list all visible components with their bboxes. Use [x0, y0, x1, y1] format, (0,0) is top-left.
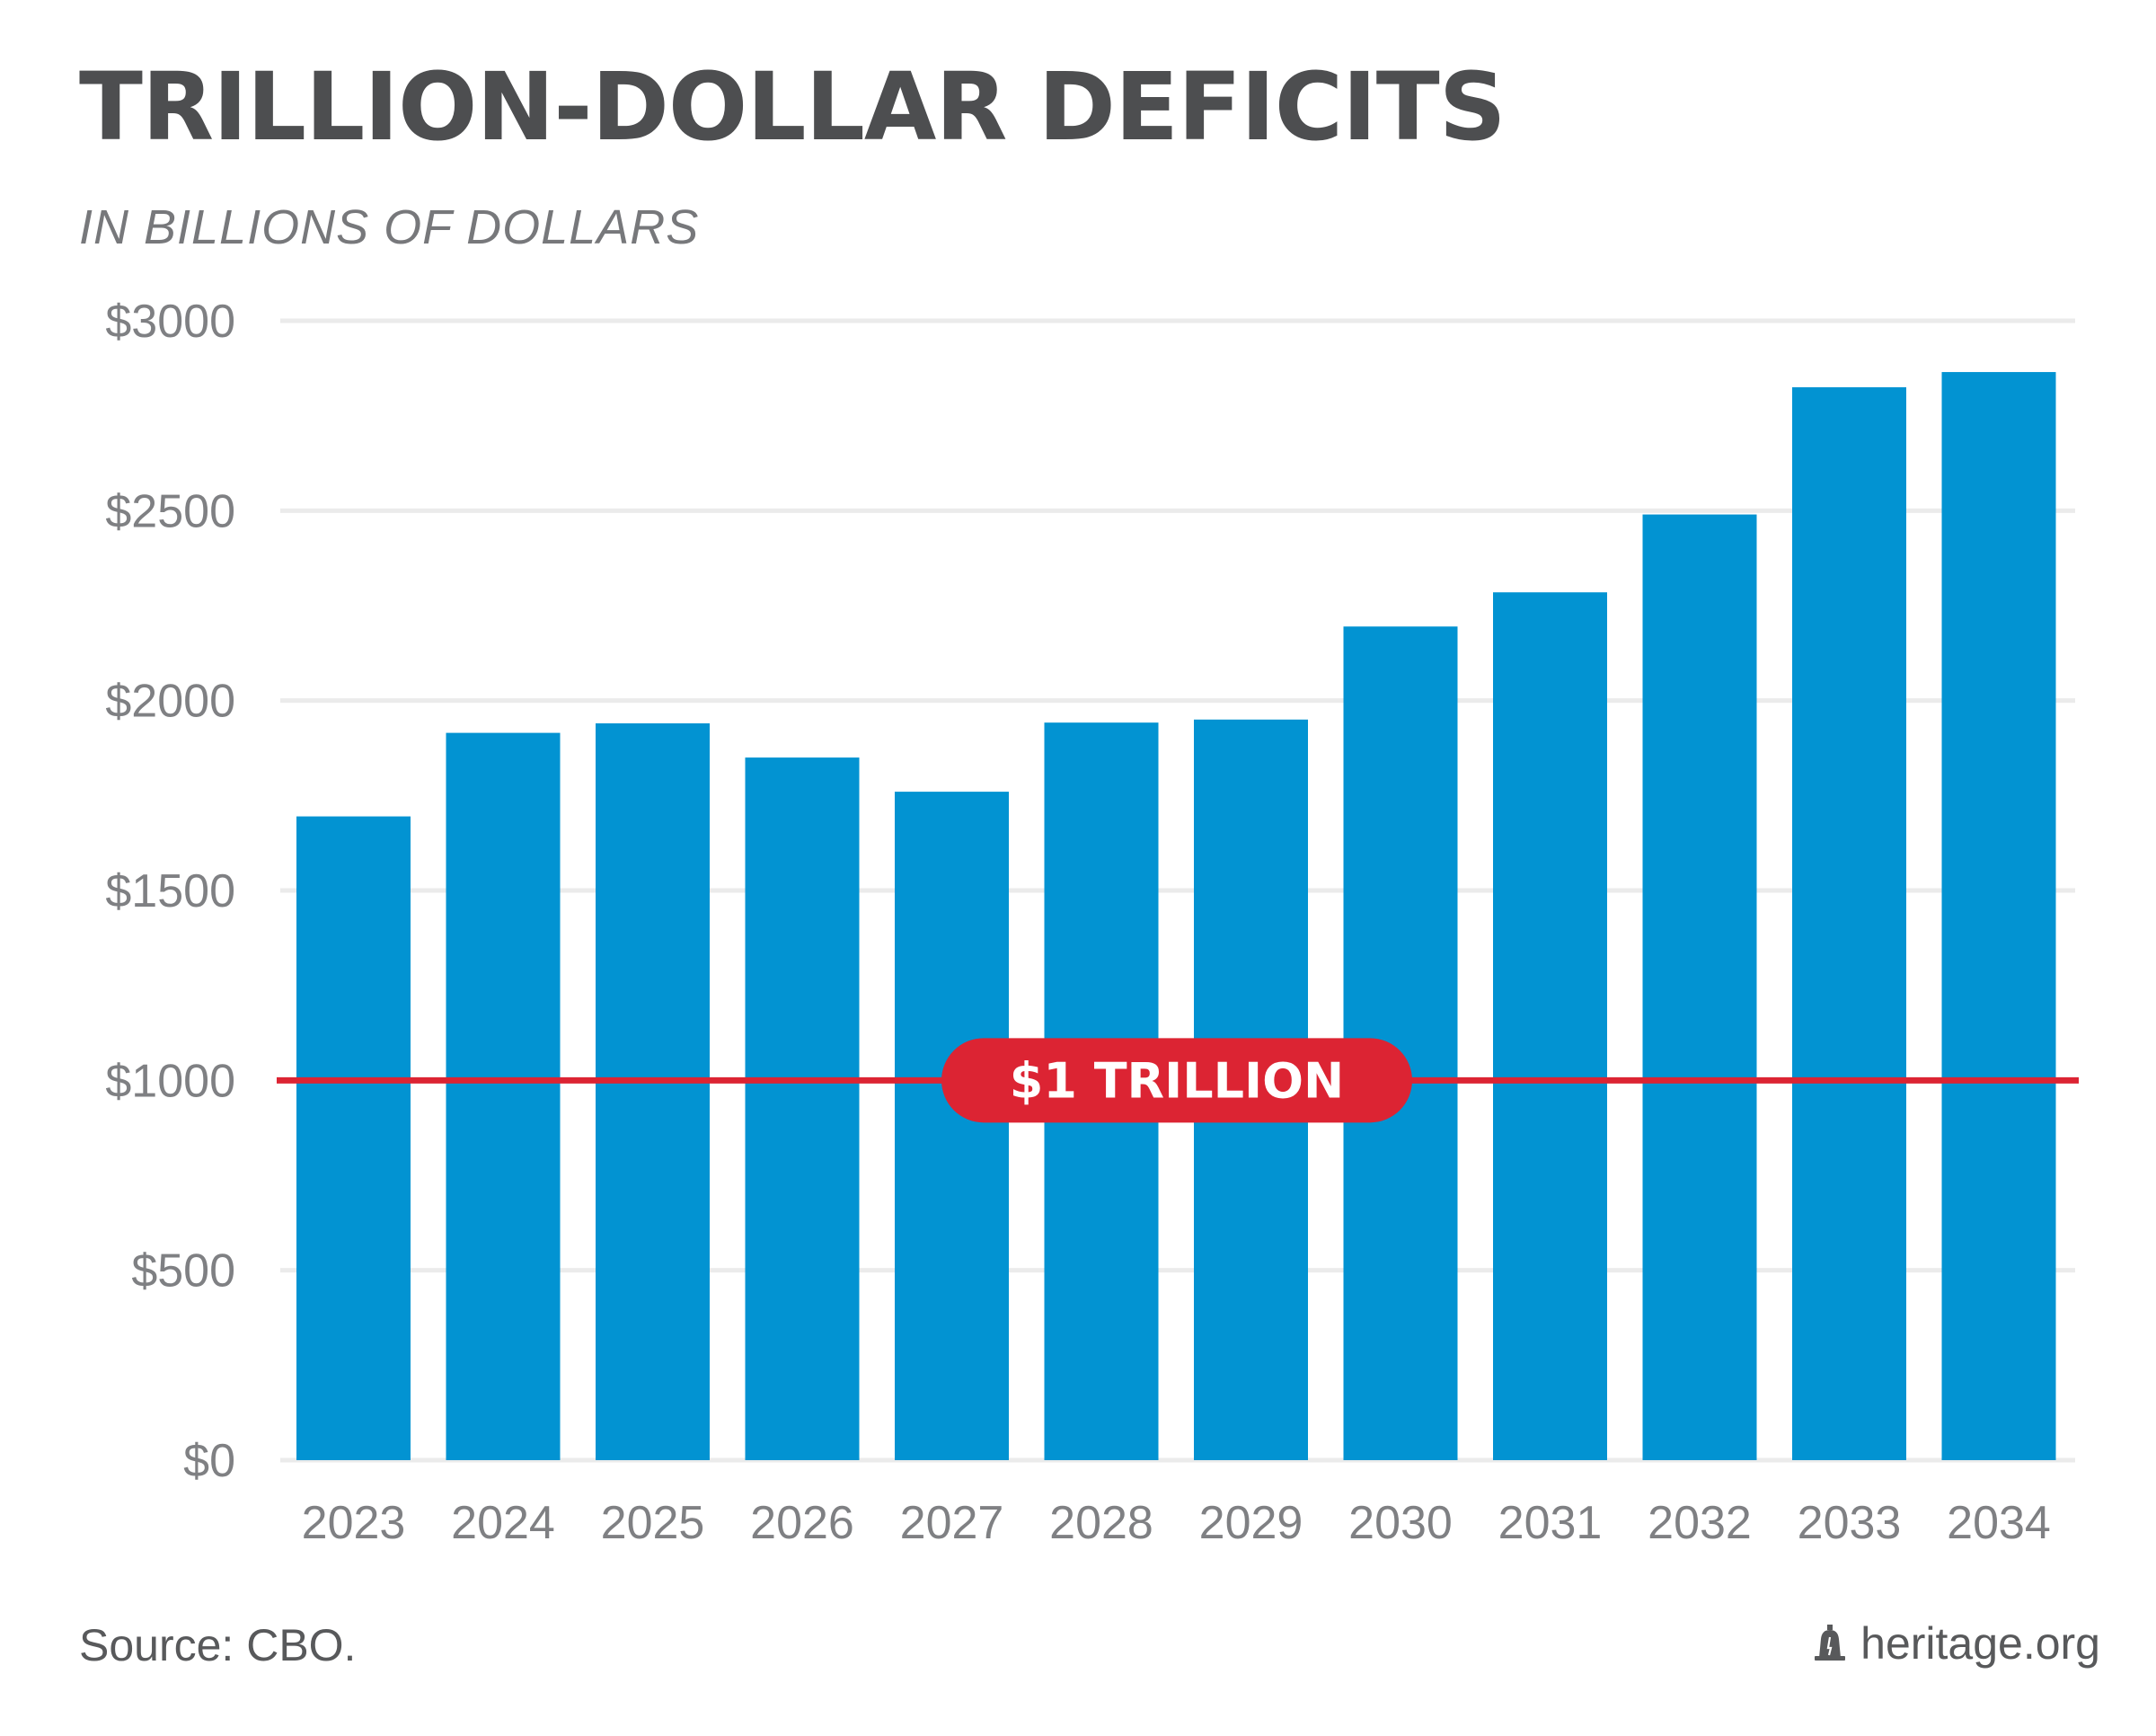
chart-subtitle: IN BILLIONS OF DOLLARS	[79, 200, 700, 254]
threshold-marker: $1 TRILLION	[277, 1038, 2079, 1123]
bar-2024	[446, 732, 561, 1460]
y-tick-label: $0	[183, 1435, 235, 1487]
bar-chart: $0 $500 $1000 $1500 $2000 $2500 $3000 2023 2024…	[105, 296, 2079, 1549]
y-tick-label: $2500	[105, 485, 235, 537]
bar-2034	[1941, 372, 2056, 1460]
bar-2033	[1792, 386, 1906, 1460]
bar-2026	[745, 757, 860, 1460]
y-axis-tick-labels: $0 $500 $1000 $1500 $2000 $2500 $3000	[105, 296, 235, 1487]
x-tick-label: 2024	[451, 1497, 555, 1549]
y-tick-label: $2000	[105, 676, 235, 728]
bar-2027	[895, 792, 1009, 1460]
x-tick-label: 2030	[1348, 1497, 1453, 1549]
bar-2025	[596, 723, 710, 1460]
y-tick-label: $500	[131, 1245, 235, 1298]
x-tick-label: 2025	[601, 1497, 705, 1549]
brand[interactable]: heritage.org	[1812, 1617, 2100, 1670]
y-tick-label: $1000	[105, 1055, 235, 1107]
chart-title: TRILLION-DOLLAR DEFICITS	[79, 52, 1507, 162]
x-tick-label: 2031	[1498, 1497, 1603, 1549]
x-tick-label: 2032	[1648, 1497, 1752, 1549]
x-tick-label: 2033	[1798, 1497, 1902, 1549]
threshold-label: $1 TRILLION	[1010, 1052, 1344, 1109]
x-tick-label: 2026	[750, 1497, 854, 1549]
bar-2032	[1642, 514, 1757, 1460]
threshold-badge	[941, 1038, 1412, 1123]
source-note: Source: CBO.	[79, 1620, 357, 1670]
x-tick-label: 2028	[1049, 1497, 1153, 1549]
y-tick-label: $1500	[105, 865, 235, 917]
bar-2031	[1493, 592, 1607, 1460]
bar-2023	[296, 816, 411, 1460]
x-tick-label: 2034	[1947, 1497, 2051, 1549]
liberty-bell-icon	[1815, 1625, 1846, 1661]
brand-url: heritage.org	[1860, 1618, 2100, 1669]
x-tick-label: 2029	[1199, 1497, 1303, 1549]
x-tick-label: 2023	[302, 1497, 406, 1549]
x-axis-tick-labels: 2023 2024 2025 2026 2027 2028 2029 2030 2031 2032…	[302, 1497, 2051, 1549]
x-tick-label: 2027	[900, 1497, 1004, 1549]
y-tick-label: $3000	[105, 296, 235, 348]
bars	[296, 372, 2056, 1460]
